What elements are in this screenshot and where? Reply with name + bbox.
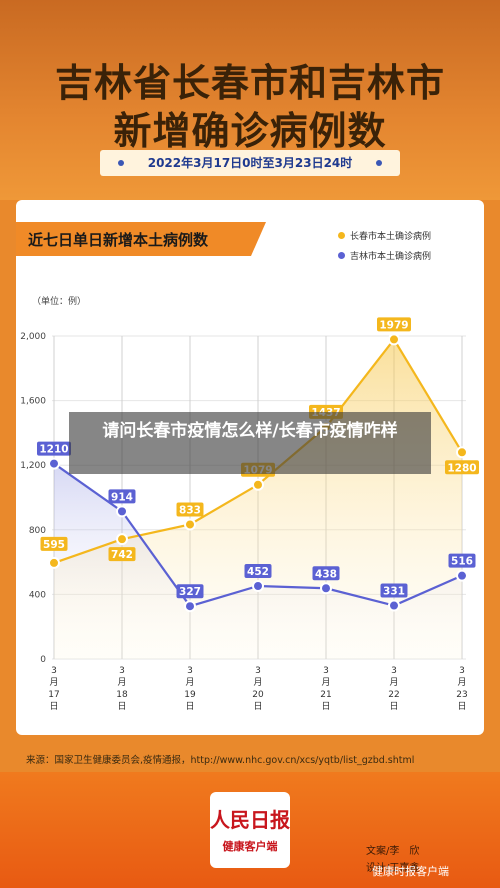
x-tick-label: 21	[320, 690, 331, 700]
hero-banner: 吉林省长春市和吉林市 新增确诊病例数 2022年3月17日0时至3月23日24时	[0, 0, 500, 200]
x-tick-label: 3	[323, 666, 329, 676]
x-tick-label: 3	[459, 666, 465, 676]
x-tick-label: 22	[388, 690, 399, 700]
logo-subtitle: 健康客户端	[222, 840, 278, 853]
page-title-line2: 新增确诊病例数	[113, 109, 387, 153]
legend-label: 长春市本土确诊病例	[350, 232, 432, 242]
data-label-box	[108, 489, 136, 504]
caption-overlay: 请问长春市疫情怎么样/长春市疫情咋样	[69, 412, 431, 474]
chart-title: 近七日单日新增本土病例数	[28, 231, 209, 249]
x-tick-label: 3	[119, 666, 125, 676]
credit-writer: 文案/李 欣	[366, 846, 420, 857]
data-label: 742	[111, 549, 133, 561]
data-point	[388, 333, 400, 346]
data-label-box	[380, 583, 408, 598]
data-label-box	[108, 547, 136, 562]
x-tick-label: 20	[252, 690, 264, 700]
data-label: 1280	[447, 462, 476, 474]
data-label: 452	[247, 566, 269, 578]
data-label-box	[377, 317, 411, 332]
legend-marker-icon	[338, 232, 345, 239]
x-tick-label: 日	[49, 701, 58, 712]
date-range-text: 2022年3月17日0时至3月23日24时	[147, 156, 353, 170]
data-point	[456, 569, 468, 582]
x-tick-label: 19	[184, 690, 196, 700]
y-unit-label: （单位：例）	[32, 295, 86, 307]
data-label-box	[244, 564, 272, 579]
data-point	[320, 582, 332, 595]
data-point	[48, 556, 60, 569]
x-tick-label: 月	[185, 677, 194, 688]
x-tick-label: 月	[321, 677, 330, 688]
x-tick-label: 日	[185, 701, 194, 712]
data-label: 1979	[379, 319, 408, 331]
x-tick-label: 3	[255, 666, 261, 676]
data-label-box	[37, 441, 71, 456]
data-point	[252, 580, 264, 593]
x-tick-label: 日	[457, 701, 466, 712]
logo-wordmark: 人民日报	[210, 808, 290, 832]
data-point	[388, 599, 400, 612]
bullet-dot-icon	[118, 160, 124, 166]
y-tick-label: 1,600	[20, 397, 46, 407]
data-point	[184, 600, 196, 613]
page-title-line1: 吉林省长春市和吉林市	[54, 61, 445, 105]
date-range-bar: 2022年3月17日0时至3月23日24时	[100, 150, 400, 176]
data-label: 331	[383, 586, 405, 598]
x-tick-label: 月	[49, 677, 58, 688]
data-label-box	[448, 553, 476, 568]
data-label: 327	[179, 586, 201, 598]
y-tick-label: 0	[40, 655, 46, 665]
y-tick-label: 400	[29, 590, 46, 600]
legend-label: 吉林市本土确诊病例	[350, 252, 432, 262]
chart-heading-banner: 近七日单日新增本土病例数	[16, 222, 266, 256]
y-tick-label: 2,000	[20, 332, 46, 342]
x-tick-label: 月	[389, 677, 398, 688]
data-label-box	[176, 502, 204, 517]
data-point	[252, 478, 264, 491]
data-point	[116, 533, 128, 546]
x-tick-label: 3	[391, 666, 397, 676]
overlay-caption: 请问长春市疫情怎么样/长春市疫情咋样	[102, 421, 398, 441]
x-tick-label: 月	[117, 677, 126, 688]
data-point	[116, 505, 128, 518]
x-tick-label: 日	[253, 701, 262, 712]
x-tick-label: 3	[51, 666, 57, 676]
data-label: 1210	[39, 444, 68, 456]
data-point	[184, 518, 196, 531]
x-tick-label: 日	[321, 701, 330, 712]
data-label: 833	[179, 504, 201, 516]
series-area-1	[54, 463, 462, 659]
x-tick-label: 23	[456, 690, 467, 700]
footer-banner: 人民日报 健康客户端 文案/李 欣 设计/王嘉鑫 健康时报客户端	[0, 772, 500, 888]
x-tick-label: 月	[457, 677, 466, 688]
data-label-box	[176, 584, 204, 599]
data-label-box	[445, 460, 479, 475]
legend-marker-icon	[338, 252, 345, 259]
y-tick-label: 800	[29, 526, 46, 536]
x-tick-label: 18	[116, 690, 128, 700]
x-tick-label: 月	[253, 677, 262, 688]
source-note: 来源：国家卫生健康委员会,疫情通报，http://www.nhc.gov.cn/…	[26, 755, 415, 766]
brand-logo: 人民日报 健康客户端	[210, 792, 290, 868]
x-tick-label: 日	[389, 701, 398, 712]
data-label: 516	[451, 556, 473, 568]
x-tick-label: 3	[187, 666, 193, 676]
x-tick-label: 日	[117, 701, 126, 712]
data-label: 438	[315, 568, 337, 580]
data-point	[48, 457, 60, 470]
data-label-box	[312, 566, 340, 581]
bullet-dot-icon	[376, 160, 382, 166]
data-label-box	[40, 536, 68, 551]
data-label: 595	[43, 539, 65, 551]
y-tick-label: 1,200	[20, 461, 46, 471]
credit-designer: 设计/王嘉鑫	[366, 863, 420, 874]
data-point	[456, 446, 468, 459]
watermark-text: 健康时报客户端	[372, 865, 449, 878]
data-label: 914	[111, 491, 133, 503]
x-tick-label: 17	[48, 690, 59, 700]
